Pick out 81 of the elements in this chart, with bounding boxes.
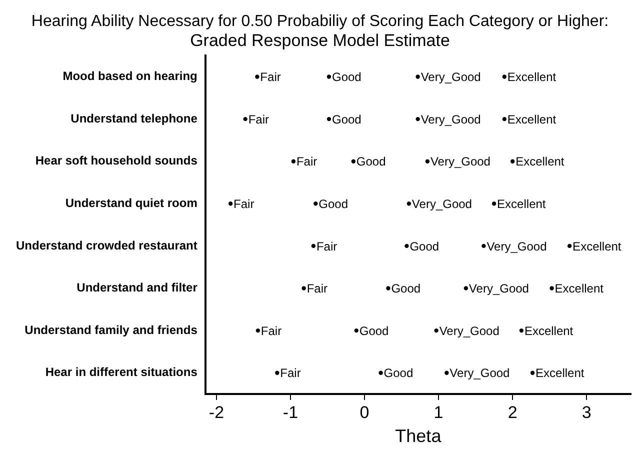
text: Very_Good <box>420 70 481 84</box>
point <box>404 244 409 248</box>
series-label: Good <box>410 239 440 254</box>
point <box>567 244 572 248</box>
text: Good <box>359 324 389 338</box>
point <box>311 244 316 248</box>
text: Excellent <box>572 239 622 254</box>
point <box>378 370 383 375</box>
y-tick-label: Understand family and friends <box>24 322 198 337</box>
point <box>482 244 486 248</box>
text: Fair <box>296 154 318 169</box>
point <box>416 116 420 122</box>
text: Very_Good <box>439 324 500 338</box>
text: Fair <box>248 112 270 126</box>
y-tick-label: Hear soft household sounds <box>35 154 198 168</box>
chart-subtitle: Graded Response Model Estimate <box>190 31 450 50</box>
text: Excellent <box>507 112 556 126</box>
point <box>326 74 332 79</box>
text: Very_Good <box>450 366 510 380</box>
point <box>444 370 449 375</box>
text: Good <box>332 112 362 126</box>
point <box>502 116 507 122</box>
y-tick-label: Understand quiet room <box>65 196 198 210</box>
point <box>326 116 332 122</box>
x-axis-title: Theta <box>395 426 442 446</box>
text: Fair <box>280 366 301 380</box>
point <box>228 202 233 206</box>
text: Fair <box>260 70 281 84</box>
text: Excellent <box>516 154 564 169</box>
series-label: Very_Good <box>412 196 472 211</box>
text: Fair <box>234 196 254 211</box>
text: Very_Good <box>486 239 547 254</box>
text: Very_Good <box>468 282 529 296</box>
text: Good <box>391 282 421 296</box>
point <box>464 286 468 290</box>
point <box>550 286 554 290</box>
text: Excellent <box>524 324 574 338</box>
x-tick-label: -1 <box>282 402 298 422</box>
y-tick-label: Understand and filter <box>76 280 198 295</box>
point <box>302 286 306 290</box>
point <box>510 159 515 164</box>
point <box>255 74 260 79</box>
y-tick-label: Hear in different situations <box>45 365 198 380</box>
point <box>291 159 296 164</box>
x-tick-label: 3 <box>582 402 592 422</box>
x-tick-label: -2 <box>208 402 224 422</box>
x-tick-label: 0 <box>360 402 370 422</box>
x-tick-label: 1 <box>434 402 444 422</box>
point <box>492 202 496 206</box>
point <box>416 74 420 79</box>
point <box>314 202 318 206</box>
text: Fair <box>306 282 328 296</box>
point <box>256 328 260 333</box>
point <box>434 328 438 333</box>
series-label: Excellent <box>497 196 546 211</box>
point <box>351 159 356 164</box>
point <box>275 370 280 375</box>
text: Excellent <box>554 282 604 296</box>
text: Excellent <box>536 366 584 380</box>
y-tick-label: Understand crowded restaurant <box>16 238 198 252</box>
text: Good <box>332 70 362 84</box>
text: Fair <box>260 324 282 338</box>
text: Very_Good <box>430 154 490 169</box>
text: Good <box>356 154 386 169</box>
point <box>243 116 248 122</box>
point <box>519 328 524 333</box>
text: Excellent <box>507 70 556 84</box>
text: Good <box>384 366 414 380</box>
y-tick-label: Mood based on hearing <box>62 69 198 84</box>
point <box>406 202 412 206</box>
point <box>530 370 535 375</box>
x-tick-label: 2 <box>508 402 518 422</box>
chart-title: Hearing Ability Necessary for 0.50 Probabiliy of Scoring Each Category or Higher: <box>31 13 609 30</box>
point <box>354 328 358 333</box>
text: Good <box>318 196 348 211</box>
point <box>386 286 390 290</box>
text: Very_Good <box>420 112 481 126</box>
y-tick-label: Understand telephone <box>70 111 198 126</box>
point <box>502 74 507 79</box>
series-label: Fair <box>316 239 338 254</box>
point <box>425 159 430 164</box>
